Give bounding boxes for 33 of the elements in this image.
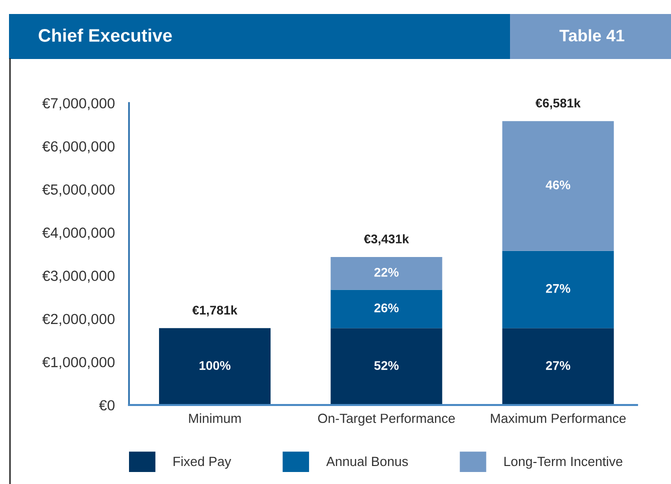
annotation: 22% xyxy=(374,268,399,277)
annotation: 26% xyxy=(374,303,399,312)
bar xyxy=(330,256,442,290)
y-tick-label: €5,000,000 xyxy=(42,184,115,196)
y-tick-label: €4,000,000 xyxy=(42,228,115,240)
bar xyxy=(159,328,271,405)
annotation: 27% xyxy=(546,284,570,293)
y-tick-label: €6,000,000 xyxy=(42,141,115,154)
bar xyxy=(330,328,442,405)
bar xyxy=(330,290,442,328)
legend-label: Long-Term Incentive xyxy=(504,456,622,469)
annotation: 100% xyxy=(200,361,230,370)
total-label: €6,581k xyxy=(536,98,581,110)
x-tick-label: Minimum xyxy=(189,413,241,424)
x-tick-label: Maximum Performance xyxy=(490,413,626,424)
bar xyxy=(502,250,614,328)
y-tick-label: €0 xyxy=(99,400,115,410)
chart-title: Chief Executive xyxy=(38,28,172,42)
bar xyxy=(502,121,614,251)
x-tick-label: On-Target Performance xyxy=(318,413,455,426)
legend-label: Annual Bonus xyxy=(326,456,408,466)
y-tick-label: €2,000,000 xyxy=(42,314,115,326)
annotation: 52% xyxy=(374,361,399,370)
annotation: 27% xyxy=(546,361,570,370)
total-label: €3,431k xyxy=(364,234,410,246)
y-tick-label: €1,000,000 xyxy=(42,356,115,370)
bar xyxy=(502,328,614,405)
legend-label: Fixed Pay xyxy=(174,456,232,469)
total-label: €1,781k xyxy=(192,305,238,316)
annotation: 46% xyxy=(546,180,570,190)
caption: Table 41 xyxy=(559,29,624,42)
y-tick-label: €3,000,000 xyxy=(42,270,115,283)
y-tick-label: €7,000,000 xyxy=(42,98,115,110)
